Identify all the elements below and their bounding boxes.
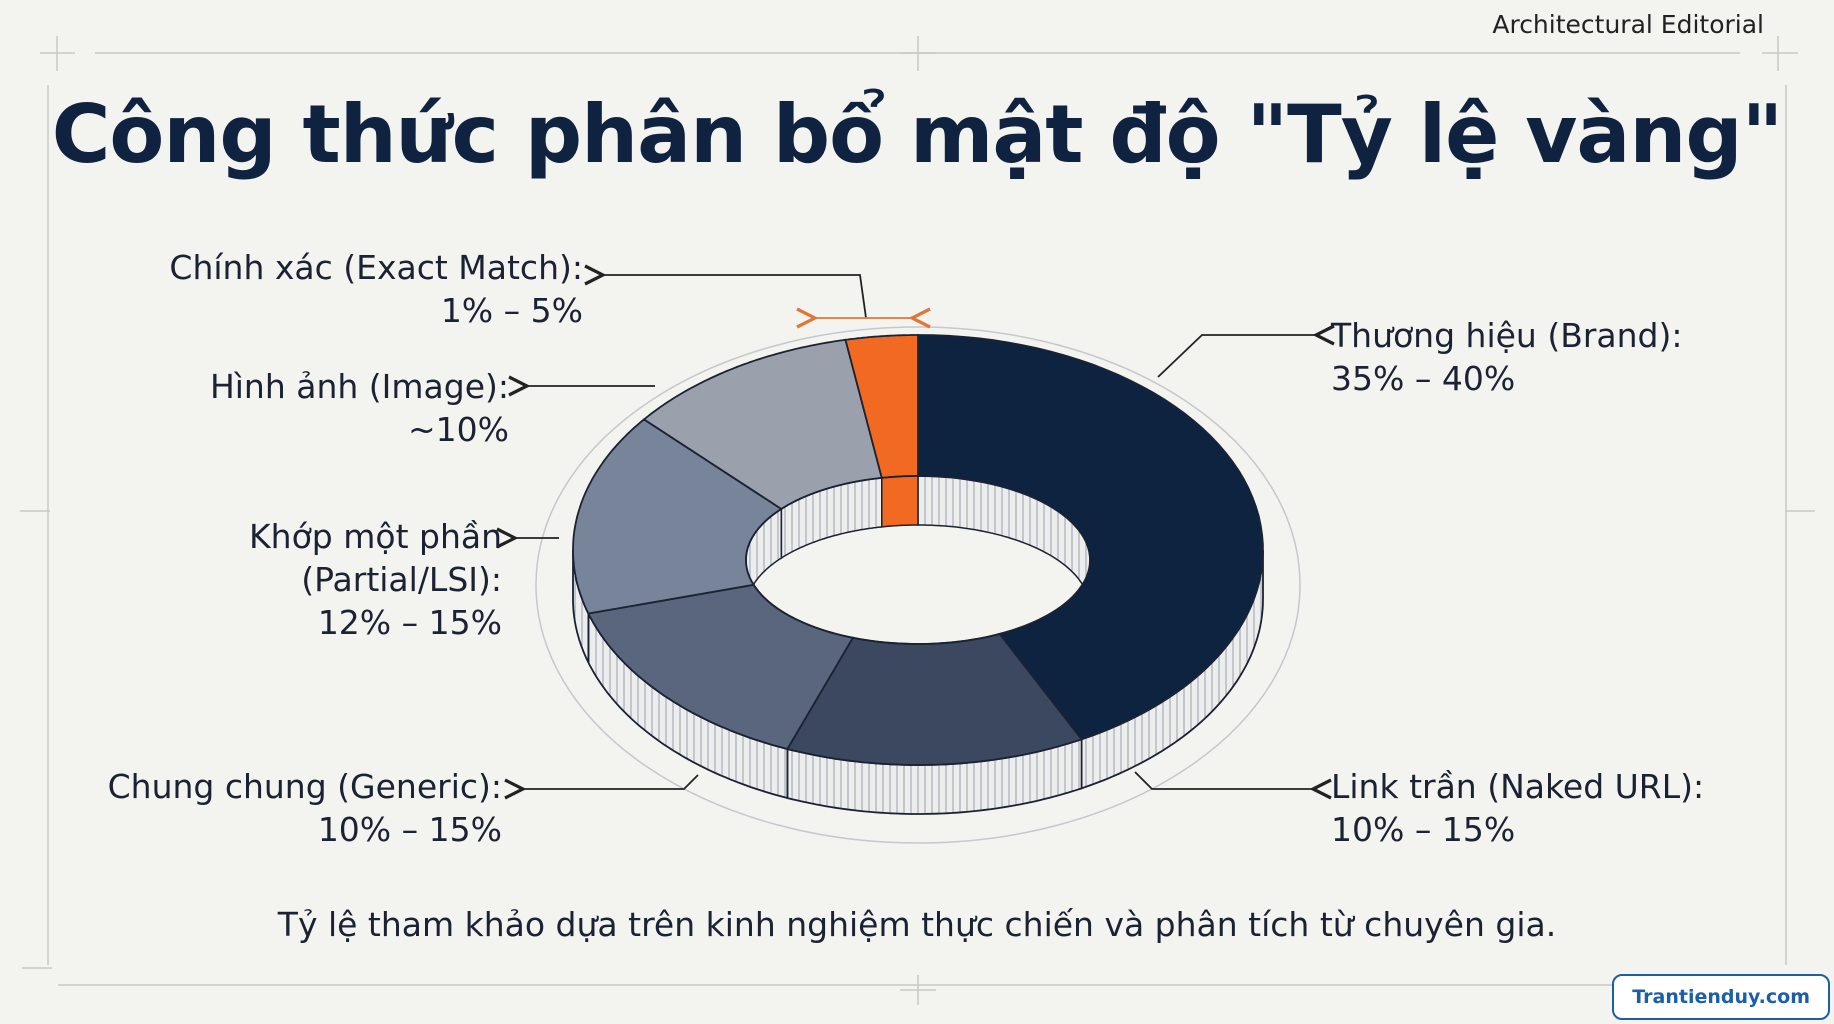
- slice-label: Thương hiệu (Brand): 35% – 40%: [1331, 314, 1682, 400]
- slice-label: Hình ảnh (Image): ~10%: [210, 365, 509, 451]
- value-label: 10% – 15%: [1331, 810, 1516, 849]
- frame: [20, 36, 1815, 1005]
- category-name: Chính xác (Exact Match):: [169, 248, 583, 287]
- slice-label: Link trần (Naked URL): 10% – 15%: [1331, 765, 1704, 851]
- footnote: Tỷ lệ tham khảo dựa trên kinh nghiệm thự…: [277, 905, 1557, 944]
- value-label: 12% – 15%: [317, 603, 502, 642]
- watermark[interactable]: Trantienduy.com: [1612, 974, 1830, 1020]
- value-label: ~10%: [408, 410, 509, 449]
- hole-edge: [745, 475, 1091, 645]
- value-label: 1% – 5%: [440, 291, 583, 330]
- category-name: Hình ảnh (Image):: [209, 367, 509, 406]
- category-name: Thương hiệu (Brand):: [1331, 316, 1683, 355]
- slice-inner-wall: [881, 476, 919, 528]
- slice-label: Khớp một phần (Partial/LSI): 12% – 15%: [232, 515, 502, 644]
- category-name: Link trần (Naked URL):: [1331, 767, 1705, 806]
- leaders: [515, 275, 1316, 789]
- slice-label: Chung chung (Generic): 10% – 15%: [108, 765, 502, 851]
- brand: Architectural Editorial: [1492, 10, 1764, 39]
- slice-label: Chính xác (Exact Match): 1% – 5%: [169, 246, 583, 332]
- donut: [572, 334, 1264, 815]
- category-name: Khớp một phần (Partial/LSI):: [249, 517, 502, 599]
- chart-title: Công thức phân bổ mật độ "Tỷ lệ vàng": [51, 88, 1784, 181]
- category-name: Chung chung (Generic):: [107, 767, 502, 806]
- value-label: 35% – 40%: [1331, 359, 1516, 398]
- value-label: 10% – 15%: [317, 810, 502, 849]
